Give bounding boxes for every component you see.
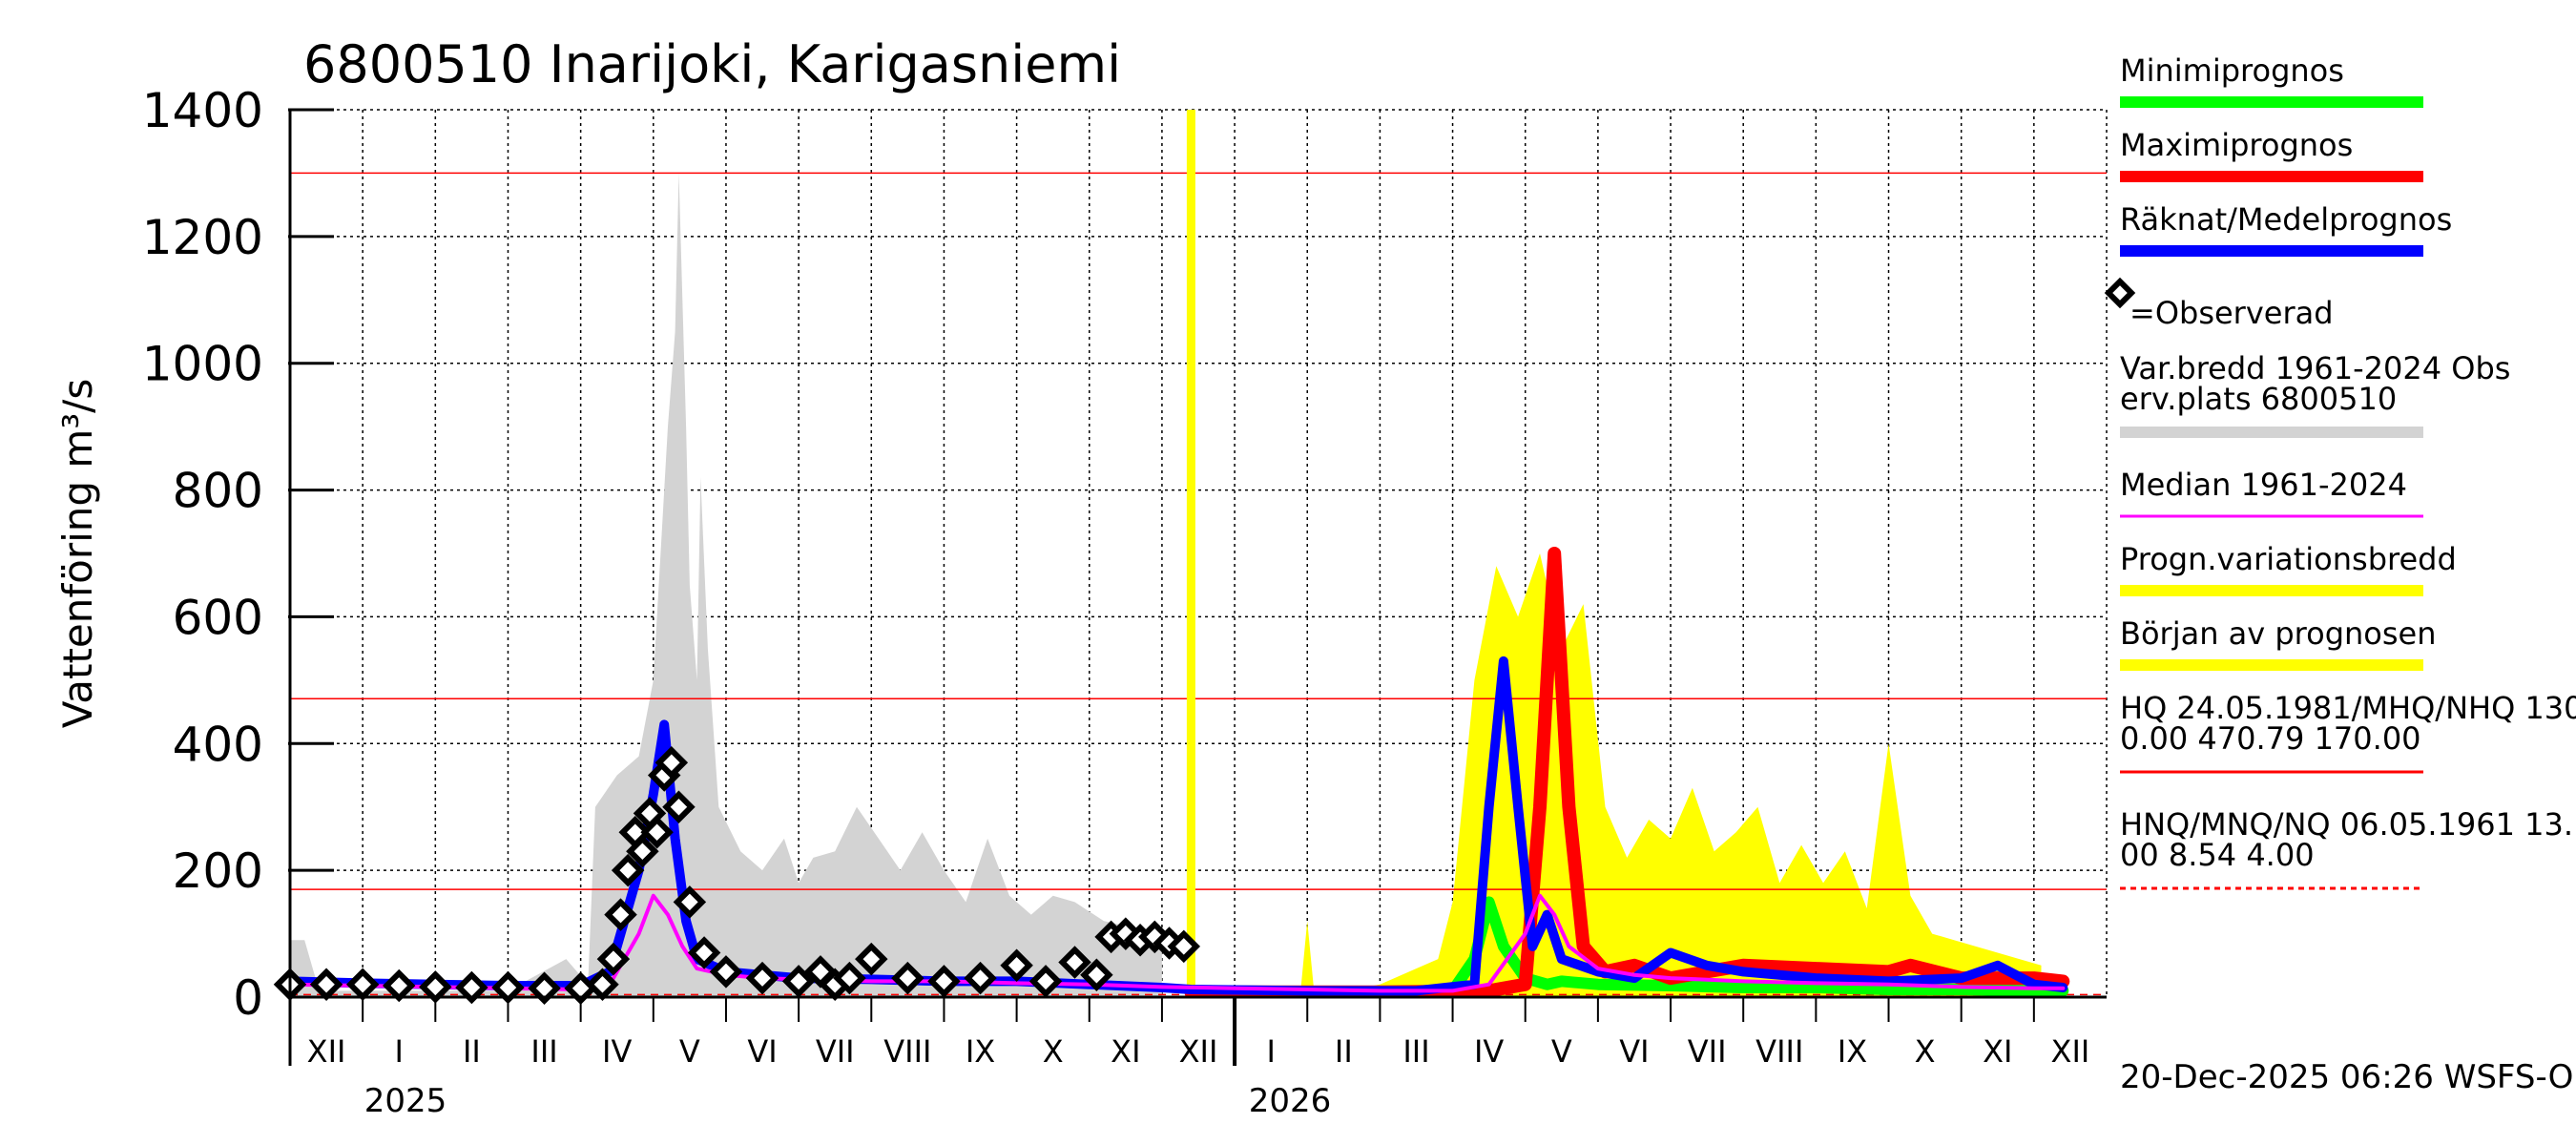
observed-point	[1058, 946, 1091, 979]
legend-item: Median 1961-2024	[2120, 467, 2423, 518]
chart-title: 6800510 Inarijoki, Karigasniemi	[303, 34, 1121, 94]
legend-item: Räknat/Medelprognos	[2120, 201, 2452, 257]
x-month-labels: XII I II III IV V VI VII VIII IX X XI XII I II III IV V VI…	[307, 1033, 2090, 1120]
x-month-label: IX	[1838, 1033, 1867, 1070]
x-month-label: VIII	[883, 1033, 931, 1070]
observed-point	[833, 961, 866, 995]
y-tick-label: 600	[173, 590, 263, 645]
x-month-label: IX	[966, 1033, 995, 1070]
x-month-label: VI	[747, 1033, 777, 1070]
x-month-label: V	[1551, 1033, 1572, 1070]
y-tick-label: 400	[173, 717, 263, 772]
legend-label: Median 1961-2024	[2120, 467, 2407, 503]
observed-point	[626, 834, 659, 868]
x-month-label: III	[530, 1033, 557, 1070]
observed-point	[596, 942, 631, 976]
x-month-label: VIII	[1755, 1033, 1803, 1070]
variation-bands	[290, 173, 2042, 997]
legend-label: Räknat/Medelprognos	[2120, 201, 2452, 238]
legend-item: Maximiprognos	[2120, 127, 2423, 182]
observed-point	[604, 898, 637, 931]
observed-point	[1167, 929, 1201, 964]
observed-point	[1028, 965, 1063, 998]
legend-item: Minimiprognos	[2120, 52, 2423, 108]
observed-point	[528, 971, 561, 1005]
observed-point	[891, 961, 924, 995]
x-month-label: II	[463, 1033, 481, 1070]
legend-label-continued: erv.plats 6800510	[2120, 381, 2397, 417]
y-tick-label: 1400	[142, 83, 263, 138]
observed-point	[855, 942, 888, 976]
observed-point	[1000, 948, 1033, 983]
legend-item: Var.bredd 1961-2024 Observ.plats 6800510	[2120, 350, 2510, 438]
y-tick-label: 800	[173, 464, 263, 519]
x-month-label: X	[1915, 1033, 1936, 1070]
y-tick-label: 0	[233, 970, 263, 1026]
x-month-label: IV	[1474, 1033, 1504, 1070]
observed-point	[964, 961, 997, 995]
x-year-label: 2026	[1249, 1082, 1332, 1120]
observed-point	[611, 853, 645, 887]
y-tick-label: 1000	[142, 337, 263, 392]
band-var-bredd-1961-2024	[290, 173, 1162, 997]
y-tick-label: 1200	[142, 210, 263, 265]
observed-point	[1080, 958, 1113, 991]
observed-point	[662, 790, 696, 823]
grid-lines	[289, 109, 2108, 998]
observed-point	[781, 965, 816, 998]
x-month-label: VII	[1688, 1033, 1727, 1070]
legend-item: Progn.variationsbredd	[2120, 541, 2457, 596]
observed-point	[745, 961, 779, 995]
legend-marker-observed	[2104, 277, 2136, 309]
y-axis-label: Vattenföring m³/s	[54, 379, 101, 728]
legend-label: HQ 24.05.1981/MHQ/NHQ 1300.	[2120, 690, 2576, 726]
x-month-label: XI	[1111, 1033, 1140, 1070]
x-month-label: III	[1402, 1033, 1429, 1070]
x-month-label: V	[679, 1033, 700, 1070]
x-month-label: I	[395, 1033, 404, 1070]
x-month-label: VI	[1619, 1033, 1649, 1070]
x-month-label: XII	[1179, 1033, 1218, 1070]
y-tick-label: 200	[173, 843, 263, 899]
observed-point	[654, 745, 689, 780]
x-month-label: VII	[816, 1033, 855, 1070]
legend-label: Var.bredd 1961-2024 Obs	[2120, 350, 2510, 386]
timestamp-footer: 20-Dec-2025 06:26 WSFS-O	[2120, 1058, 2573, 1096]
observed-point	[673, 885, 707, 919]
x-year-label: 2025	[364, 1082, 447, 1120]
series-median-1961-2024	[290, 893, 2066, 993]
observed-point	[455, 970, 488, 1005]
x-month-label: XI	[1983, 1033, 2012, 1070]
x-month-label: IV	[602, 1033, 632, 1070]
observed-point	[640, 816, 674, 849]
legend-label: HNQ/MNQ/NQ 06.05.1961 13.	[2120, 806, 2573, 843]
legend-label: Minimiprognos	[2120, 52, 2344, 89]
y-tick-labels: 0 200 400 600 800 1000 1200 1400	[142, 83, 263, 1026]
x-month-label: I	[1266, 1033, 1275, 1070]
x-month-label: II	[1335, 1033, 1353, 1070]
legend-label-continued: 0.00 470.79 170.00	[2120, 720, 2421, 757]
observed-point	[687, 936, 721, 969]
legend-item: HQ 24.05.1981/MHQ/NHQ 1300.0.00 470.79 1…	[2120, 690, 2576, 774]
legend-label: Progn.variationsbredd	[2120, 541, 2457, 577]
x-month-label: XII	[307, 1033, 346, 1070]
legend-label: =Observerad	[2129, 295, 2334, 331]
legend: Minimiprognos Maximiprognos Räknat/Medelpr…	[2104, 52, 2576, 890]
legend-item: HNQ/MNQ/NQ 06.05.1961 13.00 8.54 4.00	[2120, 806, 2573, 890]
x-month-label: XII	[2051, 1033, 2090, 1070]
legend-label: Början av prognosen	[2120, 615, 2437, 652]
legend-item: =Observerad	[2104, 277, 2334, 331]
axes	[288, 108, 2107, 1066]
legend-label-continued: 00 8.54 4.00	[2120, 837, 2315, 873]
x-month-label: X	[1043, 1033, 1064, 1070]
observed-point	[709, 955, 743, 989]
legend-label: Maximiprognos	[2120, 127, 2353, 163]
observed-markers	[273, 745, 1201, 1005]
observed-point	[927, 965, 961, 998]
legend-item: Början av prognosen	[2120, 615, 2437, 671]
